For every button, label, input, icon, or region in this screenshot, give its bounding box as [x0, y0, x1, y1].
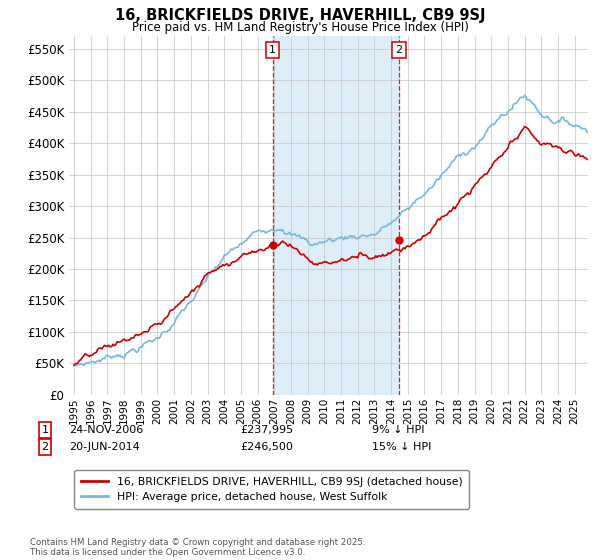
Text: 15% ↓ HPI: 15% ↓ HPI — [372, 442, 431, 452]
Text: Price paid vs. HM Land Registry's House Price Index (HPI): Price paid vs. HM Land Registry's House … — [131, 21, 469, 34]
Legend: 16, BRICKFIELDS DRIVE, HAVERHILL, CB9 9SJ (detached house), HPI: Average price, : 16, BRICKFIELDS DRIVE, HAVERHILL, CB9 9S… — [74, 470, 469, 508]
Text: 1: 1 — [269, 45, 276, 55]
Text: 20-JUN-2014: 20-JUN-2014 — [69, 442, 140, 452]
Text: 16, BRICKFIELDS DRIVE, HAVERHILL, CB9 9SJ: 16, BRICKFIELDS DRIVE, HAVERHILL, CB9 9S… — [115, 8, 485, 24]
Text: £246,500: £246,500 — [240, 442, 293, 452]
Text: 24-NOV-2006: 24-NOV-2006 — [69, 425, 143, 435]
Text: 2: 2 — [41, 442, 49, 452]
Text: 2: 2 — [395, 45, 403, 55]
Text: 9% ↓ HPI: 9% ↓ HPI — [372, 425, 425, 435]
Text: £237,995: £237,995 — [240, 425, 293, 435]
Bar — [272, 36, 399, 395]
Text: 1: 1 — [41, 425, 49, 435]
Text: Contains HM Land Registry data © Crown copyright and database right 2025.
This d: Contains HM Land Registry data © Crown c… — [30, 538, 365, 557]
